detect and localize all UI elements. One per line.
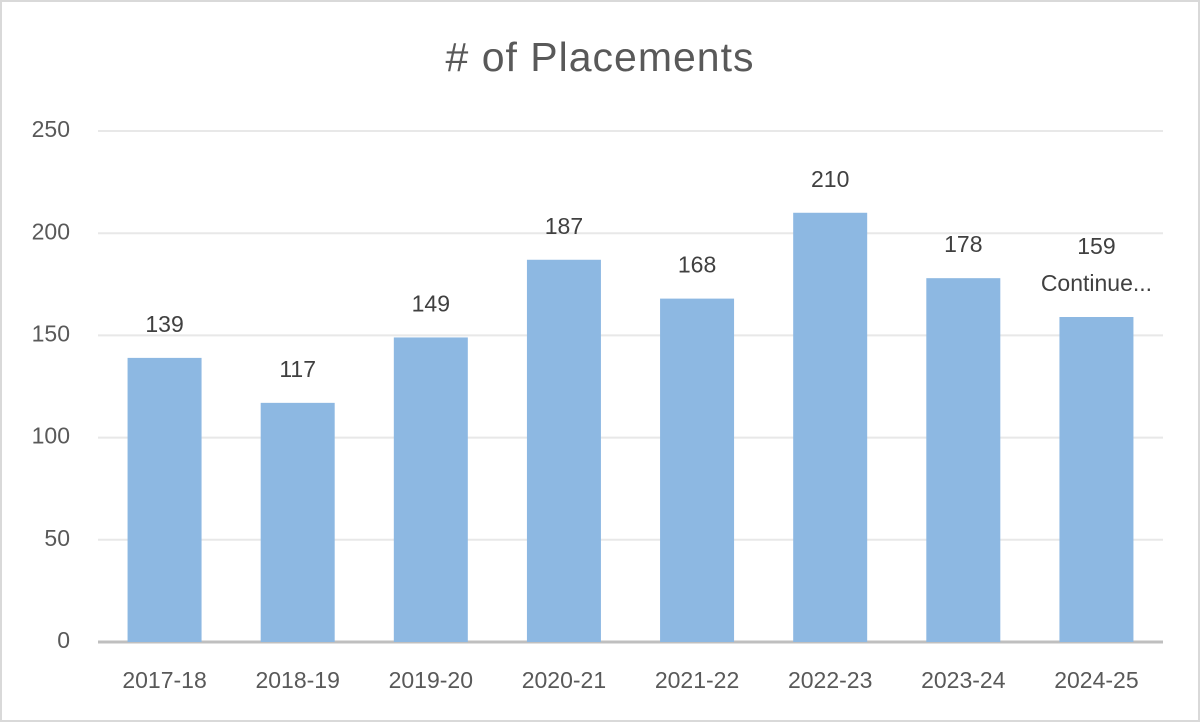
value-label: 210: [811, 166, 849, 192]
value-label: 168: [678, 252, 716, 278]
x-tick-label: 2018-19: [255, 667, 339, 693]
x-tick-label: 2020-21: [522, 667, 606, 693]
bar: [660, 298, 735, 642]
x-tick-label: 2022-23: [788, 667, 872, 693]
value-label: 178: [944, 231, 982, 257]
value-label: 139: [145, 311, 183, 337]
chart-title: # of Placements: [446, 34, 755, 80]
value-label: 117: [279, 356, 316, 382]
value-label: 149: [412, 291, 450, 317]
y-tick-label: 100: [32, 423, 70, 449]
y-tick-label: 0: [57, 627, 70, 653]
x-tick-label: 2024-25: [1054, 667, 1138, 693]
annotation: Continue...: [1041, 270, 1152, 296]
y-tick-label: 150: [32, 320, 70, 346]
y-tick-label: 50: [44, 525, 70, 551]
value-label: 159: [1077, 233, 1115, 259]
x-tick-label: 2019-20: [389, 667, 473, 693]
x-tick-label: 2021-22: [655, 667, 739, 693]
y-tick-label: 250: [32, 116, 70, 142]
value-label: 187: [545, 213, 583, 239]
bar: [526, 259, 601, 642]
bar: [127, 357, 202, 642]
bar: [793, 212, 868, 642]
x-tick-label: 2023-24: [921, 667, 1006, 693]
bar: [260, 402, 335, 642]
bar: [926, 278, 1001, 642]
bar: [1059, 317, 1134, 642]
y-tick-label: 200: [32, 218, 70, 244]
x-tick-label: 2017-18: [122, 667, 206, 693]
bar: [393, 337, 468, 642]
